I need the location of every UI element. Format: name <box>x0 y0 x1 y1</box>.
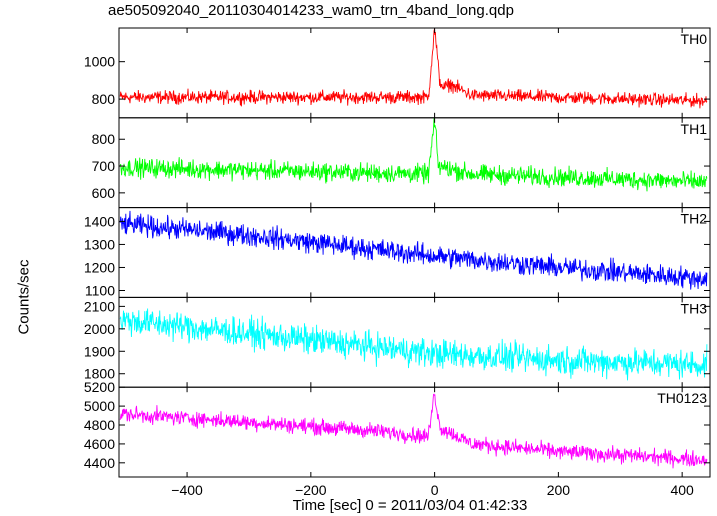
y-tick-label: 1900 <box>84 343 115 359</box>
series-line-th0123 <box>119 393 708 469</box>
panel-label-th0: TH0 <box>681 31 708 47</box>
y-tick-label: 1100 <box>85 282 115 298</box>
y-tick-label: 2100 <box>84 298 115 314</box>
y-tick-label: 4600 <box>84 436 115 452</box>
series-line-th3 <box>119 308 708 381</box>
chart-title: ae505092040_20110304014233_wam0_trn_4ban… <box>108 2 514 19</box>
y-tick-label: 4800 <box>84 417 115 433</box>
panel-label-th1: TH1 <box>681 121 708 137</box>
panel-frame <box>118 27 711 119</box>
x-tick-label: 200 <box>547 482 571 498</box>
x-tick-label: 400 <box>670 482 694 498</box>
y-tick-label: 800 <box>92 131 116 147</box>
panel-label-th3: TH3 <box>681 300 708 316</box>
x-tick-label: −400 <box>171 482 203 498</box>
y-tick-label: 1200 <box>84 259 115 275</box>
y-tick-label: 1400 <box>84 213 115 229</box>
panel-frame <box>118 386 711 478</box>
x-tick-label: 0 <box>431 482 439 498</box>
x-axis-label: Time [sec] 0 = 2011/03/04 01:42:33 <box>292 497 528 514</box>
y-tick-label: 600 <box>92 185 116 201</box>
x-tick-label: −200 <box>295 482 327 498</box>
panel-frame <box>118 117 711 209</box>
y-tick-label: 800 <box>92 91 116 107</box>
series-line-th2 <box>119 210 708 290</box>
y-tick-label: 2000 <box>84 321 115 337</box>
series-line-th1 <box>119 118 708 192</box>
y-tick-label: 1000 <box>84 54 115 70</box>
y-tick-label: 1800 <box>84 366 115 382</box>
series-line-th0 <box>119 28 708 109</box>
y-tick-label: 1300 <box>84 236 115 252</box>
y-tick-label: 4400 <box>84 455 115 471</box>
y-tick-label: 5200 <box>84 379 115 395</box>
panel-frame <box>118 296 711 388</box>
panel-label-th0123: TH0123 <box>657 390 707 406</box>
y-tick-label: 700 <box>92 158 116 174</box>
panel-label-th2: TH2 <box>681 211 708 227</box>
y-tick-label: 5000 <box>84 398 115 414</box>
